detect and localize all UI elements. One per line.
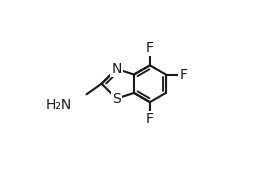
Text: S: S bbox=[112, 92, 121, 106]
Text: F: F bbox=[146, 41, 154, 55]
Text: F: F bbox=[179, 67, 187, 82]
Text: F: F bbox=[146, 112, 154, 126]
Text: N: N bbox=[111, 62, 122, 76]
Text: H₂N: H₂N bbox=[45, 98, 71, 112]
